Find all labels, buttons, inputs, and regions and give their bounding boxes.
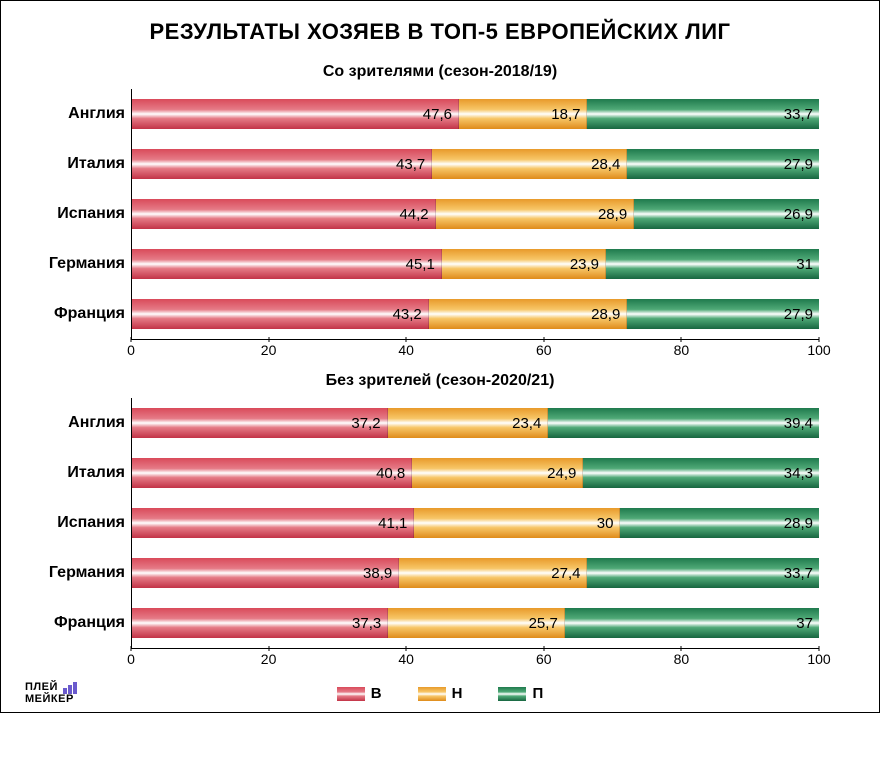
legend-swatch <box>498 687 526 701</box>
x-tick-label: 20 <box>261 342 277 358</box>
bar-row: Германия38,927,433,7 <box>132 548 819 598</box>
x-tick-label: 100 <box>807 651 830 667</box>
bar-row: Италия43,728,427,9 <box>132 139 819 189</box>
legend-items: ВНП <box>337 685 543 702</box>
segment-loss: 31 <box>606 249 819 279</box>
bar-row: Испания44,228,926,9 <box>132 189 819 239</box>
bar-track: 38,927,433,7 <box>132 558 819 588</box>
x-tick-label: 0 <box>127 651 135 667</box>
bar-track: 43,228,927,9 <box>132 299 819 329</box>
main-title: РЕЗУЛЬТАТЫ ХОЗЯЕВ В ТОП-5 ЕВРОПЕЙСКИХ ЛИ… <box>21 19 859 45</box>
x-axis-ticks: 020406080100 <box>131 651 819 675</box>
category-label: Франция <box>17 614 125 632</box>
segment-loss: 34,3 <box>583 458 819 488</box>
category-label: Германия <box>17 255 125 273</box>
legend-swatch <box>418 687 446 701</box>
plot-area: Англия37,223,439,4Италия40,824,934,3Испа… <box>131 398 819 649</box>
legend-swatch <box>337 687 365 701</box>
x-tick-label: 20 <box>261 651 277 667</box>
panels-host: Со зрителями (сезон-2018/19) Англия47,618… <box>21 63 859 675</box>
x-tick-label: 40 <box>398 651 414 667</box>
x-tick-label: 100 <box>807 342 830 358</box>
segment-win: 43,7 <box>132 149 432 179</box>
segment-draw: 28,9 <box>429 299 628 329</box>
segment-draw: 30 <box>414 508 620 538</box>
segment-loss: 39,4 <box>548 408 819 438</box>
legend-label: П <box>532 685 543 702</box>
logo-line-2: МЕЙКЕР <box>25 693 74 705</box>
bar-row: Италия40,824,934,3 <box>132 448 819 498</box>
segment-win: 44,2 <box>132 199 436 229</box>
x-tick-label: 40 <box>398 342 414 358</box>
segment-draw: 24,9 <box>412 458 583 488</box>
bar-track: 47,618,733,7 <box>132 99 819 129</box>
x-tick-label: 80 <box>674 651 690 667</box>
segment-loss: 33,7 <box>587 558 819 588</box>
chart-panel: Англия37,223,439,4Италия40,824,934,3Испа… <box>131 398 819 675</box>
category-label: Германия <box>17 564 125 582</box>
plot-area: Англия47,618,733,7Италия43,728,427,9Испа… <box>131 89 819 340</box>
x-tick-label: 80 <box>674 342 690 358</box>
bar-track: 41,13028,9 <box>132 508 819 538</box>
bar-row: Испания41,13028,9 <box>132 498 819 548</box>
segment-win: 40,8 <box>132 458 412 488</box>
segment-win: 43,2 <box>132 299 429 329</box>
segment-draw: 18,7 <box>459 99 587 129</box>
segment-loss: 27,9 <box>627 299 819 329</box>
segment-draw: 28,9 <box>436 199 635 229</box>
legend-item: В <box>337 685 382 702</box>
legend-row: ПЛЕЙ МЕЙКЕР В Н П <box>21 685 859 702</box>
chart-panel: Англия47,618,733,7Италия43,728,427,9Испа… <box>131 89 819 366</box>
bar-track: 37,325,737 <box>132 608 819 638</box>
x-tick-label: 0 <box>127 342 135 358</box>
segment-win: 47,6 <box>132 99 459 129</box>
bar-track: 44,228,926,9 <box>132 199 819 229</box>
x-axis-ticks: 020406080100 <box>131 342 819 366</box>
segment-win: 37,2 <box>132 408 388 438</box>
x-tick-label: 60 <box>536 342 552 358</box>
logo-line-1: ПЛЕЙ <box>25 681 58 693</box>
category-label: Англия <box>17 414 125 432</box>
bar-track: 40,824,934,3 <box>132 458 819 488</box>
legend-label: В <box>371 685 382 702</box>
segment-win: 41,1 <box>132 508 414 538</box>
x-tick-label: 60 <box>536 651 552 667</box>
bar-row: Франция37,325,737 <box>132 598 819 648</box>
category-label: Италия <box>17 155 125 173</box>
segment-loss: 37 <box>565 608 819 638</box>
brand-logo: ПЛЕЙ МЕЙКЕР <box>25 682 78 704</box>
bar-track: 45,123,931 <box>132 249 819 279</box>
bar-row: Германия45,123,931 <box>132 239 819 289</box>
legend-label: Н <box>452 685 463 702</box>
segment-draw: 27,4 <box>399 558 587 588</box>
legend-item: Н <box>418 685 463 702</box>
bar-row: Франция43,228,927,9 <box>132 289 819 339</box>
panel-title: Без зрителей (сезон-2020/21) <box>21 372 859 390</box>
segment-loss: 27,9 <box>627 149 819 179</box>
category-label: Испания <box>17 205 125 223</box>
segment-draw: 28,4 <box>432 149 627 179</box>
segment-draw: 23,4 <box>388 408 549 438</box>
category-label: Испания <box>17 514 125 532</box>
chart-container: РЕЗУЛЬТАТЫ ХОЗЯЕВ В ТОП-5 ЕВРОПЕЙСКИХ ЛИ… <box>0 0 880 713</box>
bar-row: Англия47,618,733,7 <box>132 89 819 139</box>
segment-loss: 26,9 <box>634 199 819 229</box>
segment-loss: 33,7 <box>587 99 819 129</box>
category-label: Франция <box>17 305 125 323</box>
panel-title: Со зрителями (сезон-2018/19) <box>21 63 859 81</box>
segment-win: 37,3 <box>132 608 388 638</box>
category-label: Англия <box>17 105 125 123</box>
legend-item: П <box>498 685 543 702</box>
segment-draw: 23,9 <box>442 249 606 279</box>
segment-win: 38,9 <box>132 558 399 588</box>
segment-win: 45,1 <box>132 249 442 279</box>
bar-track: 37,223,439,4 <box>132 408 819 438</box>
category-label: Италия <box>17 464 125 482</box>
bar-track: 43,728,427,9 <box>132 149 819 179</box>
segment-draw: 25,7 <box>388 608 565 638</box>
segment-loss: 28,9 <box>620 508 819 538</box>
bar-row: Англия37,223,439,4 <box>132 398 819 448</box>
